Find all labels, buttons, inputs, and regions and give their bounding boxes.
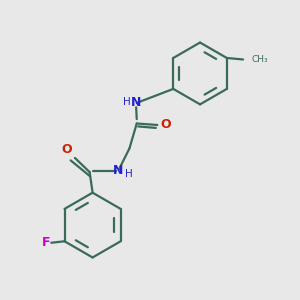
Text: N: N: [131, 95, 141, 109]
Text: H: H: [123, 97, 130, 107]
Text: O: O: [61, 143, 72, 157]
Text: CH₃: CH₃: [251, 55, 268, 64]
Text: N: N: [113, 164, 124, 177]
Text: H: H: [124, 169, 132, 178]
Text: O: O: [160, 118, 171, 131]
Text: F: F: [42, 236, 50, 249]
